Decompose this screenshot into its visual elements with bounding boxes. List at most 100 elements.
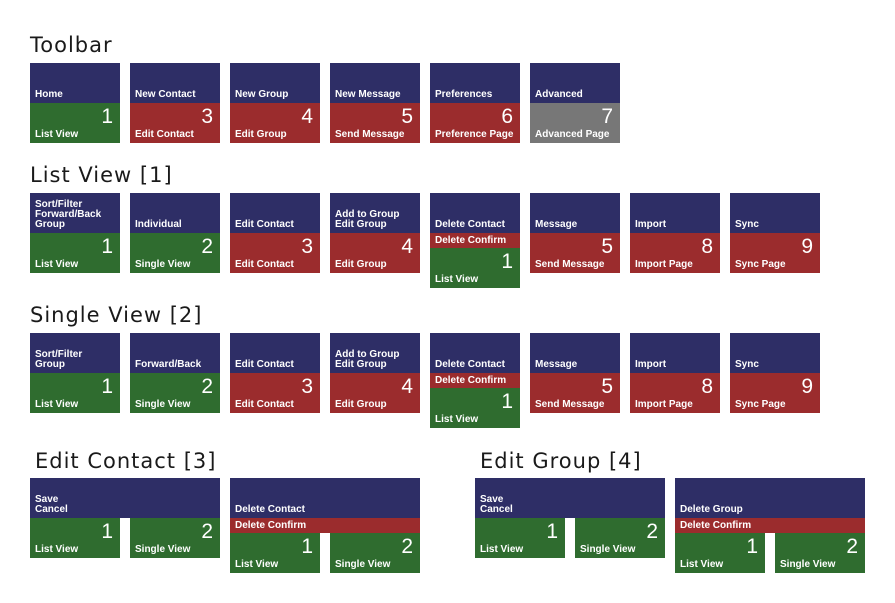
toolbar-tile[interactable]: Advanced 7 Advanced Page	[530, 63, 620, 143]
target-number: 3	[201, 105, 213, 128]
edit-contact-save-target-2[interactable]: 2 Single View	[130, 518, 220, 558]
target-label: Edit Contact	[235, 399, 294, 410]
target-number: 4	[401, 235, 413, 258]
target-label: Edit Group	[235, 129, 287, 140]
target-number: 5	[601, 375, 613, 398]
single-view-title: Single View [2]	[30, 303, 203, 327]
target-number: 7	[601, 105, 613, 128]
tile-label: Home	[35, 89, 63, 100]
edit-contact-delete-target-1[interactable]: 1 List View	[230, 533, 320, 573]
target-label: Send Message	[335, 129, 405, 140]
edit-group-title: Edit Group [4]	[480, 449, 642, 473]
list_view-tile[interactable]: Import 8 Import Page	[630, 193, 720, 273]
target-number: 2	[201, 375, 213, 398]
target-number: 2	[201, 520, 213, 543]
target-label: Send Message	[535, 259, 605, 270]
tile-label: Sync	[735, 359, 759, 370]
tile-label: Add to Group Edit Group	[335, 209, 400, 230]
target-number: 2	[201, 235, 213, 258]
target-label: Single View	[780, 559, 836, 570]
edit-contact-save-target-1[interactable]: 1 List View	[30, 518, 120, 558]
target-label: List View	[680, 559, 724, 570]
target-number: 1	[101, 105, 113, 128]
tile-label: Sort/Filter Forward/Back Group	[35, 199, 102, 230]
tile-label: Forward/Back	[135, 359, 202, 370]
target-number: 2	[646, 520, 658, 543]
target-label: Import Page	[635, 399, 693, 410]
list_view-tile[interactable]: Message 5 Send Message	[530, 193, 620, 273]
list_view-tile[interactable]: Sort/Filter Forward/Back Group 1 List View	[30, 193, 120, 273]
delete-group-label: Delete Group	[680, 504, 743, 515]
edit-group-save-target-1[interactable]: 1 List View	[475, 518, 565, 558]
target-label: List View	[35, 129, 79, 140]
single_view-tile[interactable]: Edit Contact 3 Edit Contact	[230, 333, 320, 413]
single_view-tile[interactable]: Add to Group Edit Group 4 Edit Group	[330, 333, 420, 413]
edit-contact-title: Edit Contact [3]	[35, 449, 217, 473]
target-label: List View	[435, 414, 479, 425]
target-number: 9	[801, 235, 813, 258]
target-label: Edit Group	[335, 399, 387, 410]
target-number: 5	[601, 235, 613, 258]
tile-label: Delete Contact	[435, 359, 506, 370]
target-number: 2	[846, 535, 858, 558]
target-label: Edit Group	[335, 259, 387, 270]
target-number: 1	[101, 235, 113, 258]
target-label: List View	[435, 274, 479, 285]
single_view-tile[interactable]: Delete Contact Delete Confirm 1 List View	[430, 333, 520, 428]
tile-label: New Contact	[135, 89, 196, 100]
single_view-tile[interactable]: Import 8 Import Page	[630, 333, 720, 413]
single_view-tile[interactable]: Sort/Filter Group 1 List View	[30, 333, 120, 413]
delete-confirm-label: Delete Confirm	[675, 518, 865, 533]
edit-group-save-tile[interactable]: Save Cancel	[475, 478, 665, 518]
tile-label: Message	[535, 359, 578, 370]
toolbar-title: Toolbar	[30, 33, 113, 57]
edit-group-delete-tile[interactable]: Delete Group Delete Confirm	[675, 478, 865, 533]
single_view-tile[interactable]: Forward/Back 2 Single View	[130, 333, 220, 413]
target-label: Single View	[135, 544, 191, 555]
toolbar-tile[interactable]: Home 1 List View	[30, 63, 120, 143]
target-number: 1	[501, 390, 513, 413]
target-label: Single View	[335, 559, 391, 570]
tile-label: Edit Contact	[235, 359, 294, 370]
toolbar-tile[interactable]: Preferences 6 Preference Page	[430, 63, 520, 143]
target-label: List View	[35, 259, 79, 270]
tile-label: Sync	[735, 219, 759, 230]
delete-confirm-label: Delete Confirm	[430, 373, 520, 388]
list_view-tile[interactable]: Edit Contact 3 Edit Contact	[230, 193, 320, 273]
target-number: 1	[746, 535, 758, 558]
target-number: 5	[401, 105, 413, 128]
tile-label: Import	[635, 219, 667, 230]
list_view-tile[interactable]: Sync 9 Sync Page	[730, 193, 820, 273]
edit-contact-save-tile[interactable]: Save Cancel	[30, 478, 220, 518]
single_view-tile[interactable]: Sync 9 Sync Page	[730, 333, 820, 413]
target-label: Edit Contact	[235, 259, 294, 270]
list_view-tile[interactable]: Add to Group Edit Group 4 Edit Group	[330, 193, 420, 273]
target-number: 8	[701, 375, 713, 398]
target-label: Preference Page	[435, 129, 514, 140]
tile-label: Delete Contact	[435, 219, 506, 230]
target-label: Sync Page	[735, 259, 786, 270]
tile-label: Sort/Filter Group	[35, 349, 83, 370]
edit-contact-delete-target-2[interactable]: 2 Single View	[330, 533, 420, 573]
edit-contact-delete-tile[interactable]: Delete Contact Delete Confirm	[230, 478, 420, 533]
target-number: 4	[301, 105, 313, 128]
target-label: List View	[480, 544, 524, 555]
target-label: Single View	[135, 399, 191, 410]
tile-label: Preferences	[435, 89, 493, 100]
tile-label: Edit Contact	[235, 219, 294, 230]
delete-confirm-label: Delete Confirm	[430, 233, 520, 248]
list_view-tile[interactable]: Individual 2 Single View	[130, 193, 220, 273]
edit-group-delete-target-2[interactable]: 2 Single View	[775, 533, 865, 573]
target-label: Single View	[135, 259, 191, 270]
edit-group-save-target-2[interactable]: 2 Single View	[575, 518, 665, 558]
list_view-tile[interactable]: Delete Contact Delete Confirm 1 List View	[430, 193, 520, 288]
toolbar-tile[interactable]: New Contact 3 Edit Contact	[130, 63, 220, 143]
single_view-tile[interactable]: Message 5 Send Message	[530, 333, 620, 413]
toolbar-tile[interactable]: New Group 4 Edit Group	[230, 63, 320, 143]
target-label: Import Page	[635, 259, 693, 270]
toolbar-tile[interactable]: New Message 5 Send Message	[330, 63, 420, 143]
tile-label: Message	[535, 219, 578, 230]
target-number: 3	[301, 235, 313, 258]
edit-group-delete-target-1[interactable]: 1 List View	[675, 533, 765, 573]
target-label: Edit Contact	[135, 129, 194, 140]
